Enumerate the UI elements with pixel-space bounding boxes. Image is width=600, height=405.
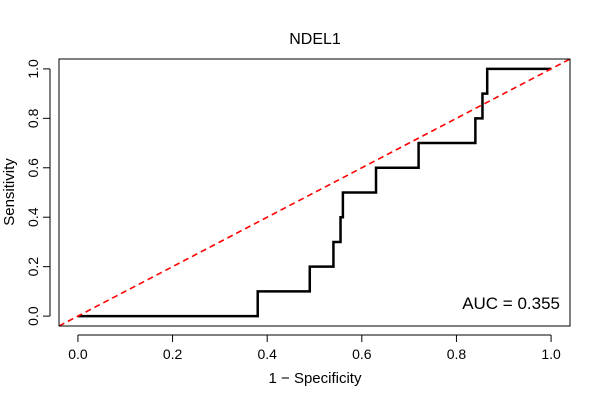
- y-tick-label: 0.0: [25, 306, 41, 326]
- y-tick-label: 1.0: [25, 59, 41, 79]
- y-tick-label: 0.2: [25, 257, 41, 277]
- x-axis-label: 1 − Specificity: [269, 370, 362, 387]
- x-tick-label: 1.0: [541, 346, 561, 362]
- y-tick-label: 0.4: [25, 207, 41, 227]
- auc-annotation: AUC = 0.355: [462, 294, 560, 313]
- x-tick-label: 0.2: [163, 346, 183, 362]
- x-tick-label: 0.0: [68, 346, 88, 362]
- y-tick-label: 0.8: [25, 108, 41, 128]
- y-tick-label: 0.6: [25, 158, 41, 178]
- x-tick-label: 0.4: [257, 346, 277, 362]
- chart-title: NDEL1: [289, 31, 341, 48]
- x-tick-label: 0.6: [352, 346, 372, 362]
- x-tick-label: 0.8: [447, 346, 467, 362]
- reference-diagonal-line: [59, 59, 570, 326]
- roc-curve-line: [77, 67, 552, 318]
- plot-layer: 0.0 0.2 0.4 0.6 0.8 1.0 0.0 0.2 0.4 0.6 0.8 1.0: [25, 58, 571, 362]
- y-axis-label: Sensitivity: [1, 158, 18, 226]
- plot-frame: [58, 58, 571, 327]
